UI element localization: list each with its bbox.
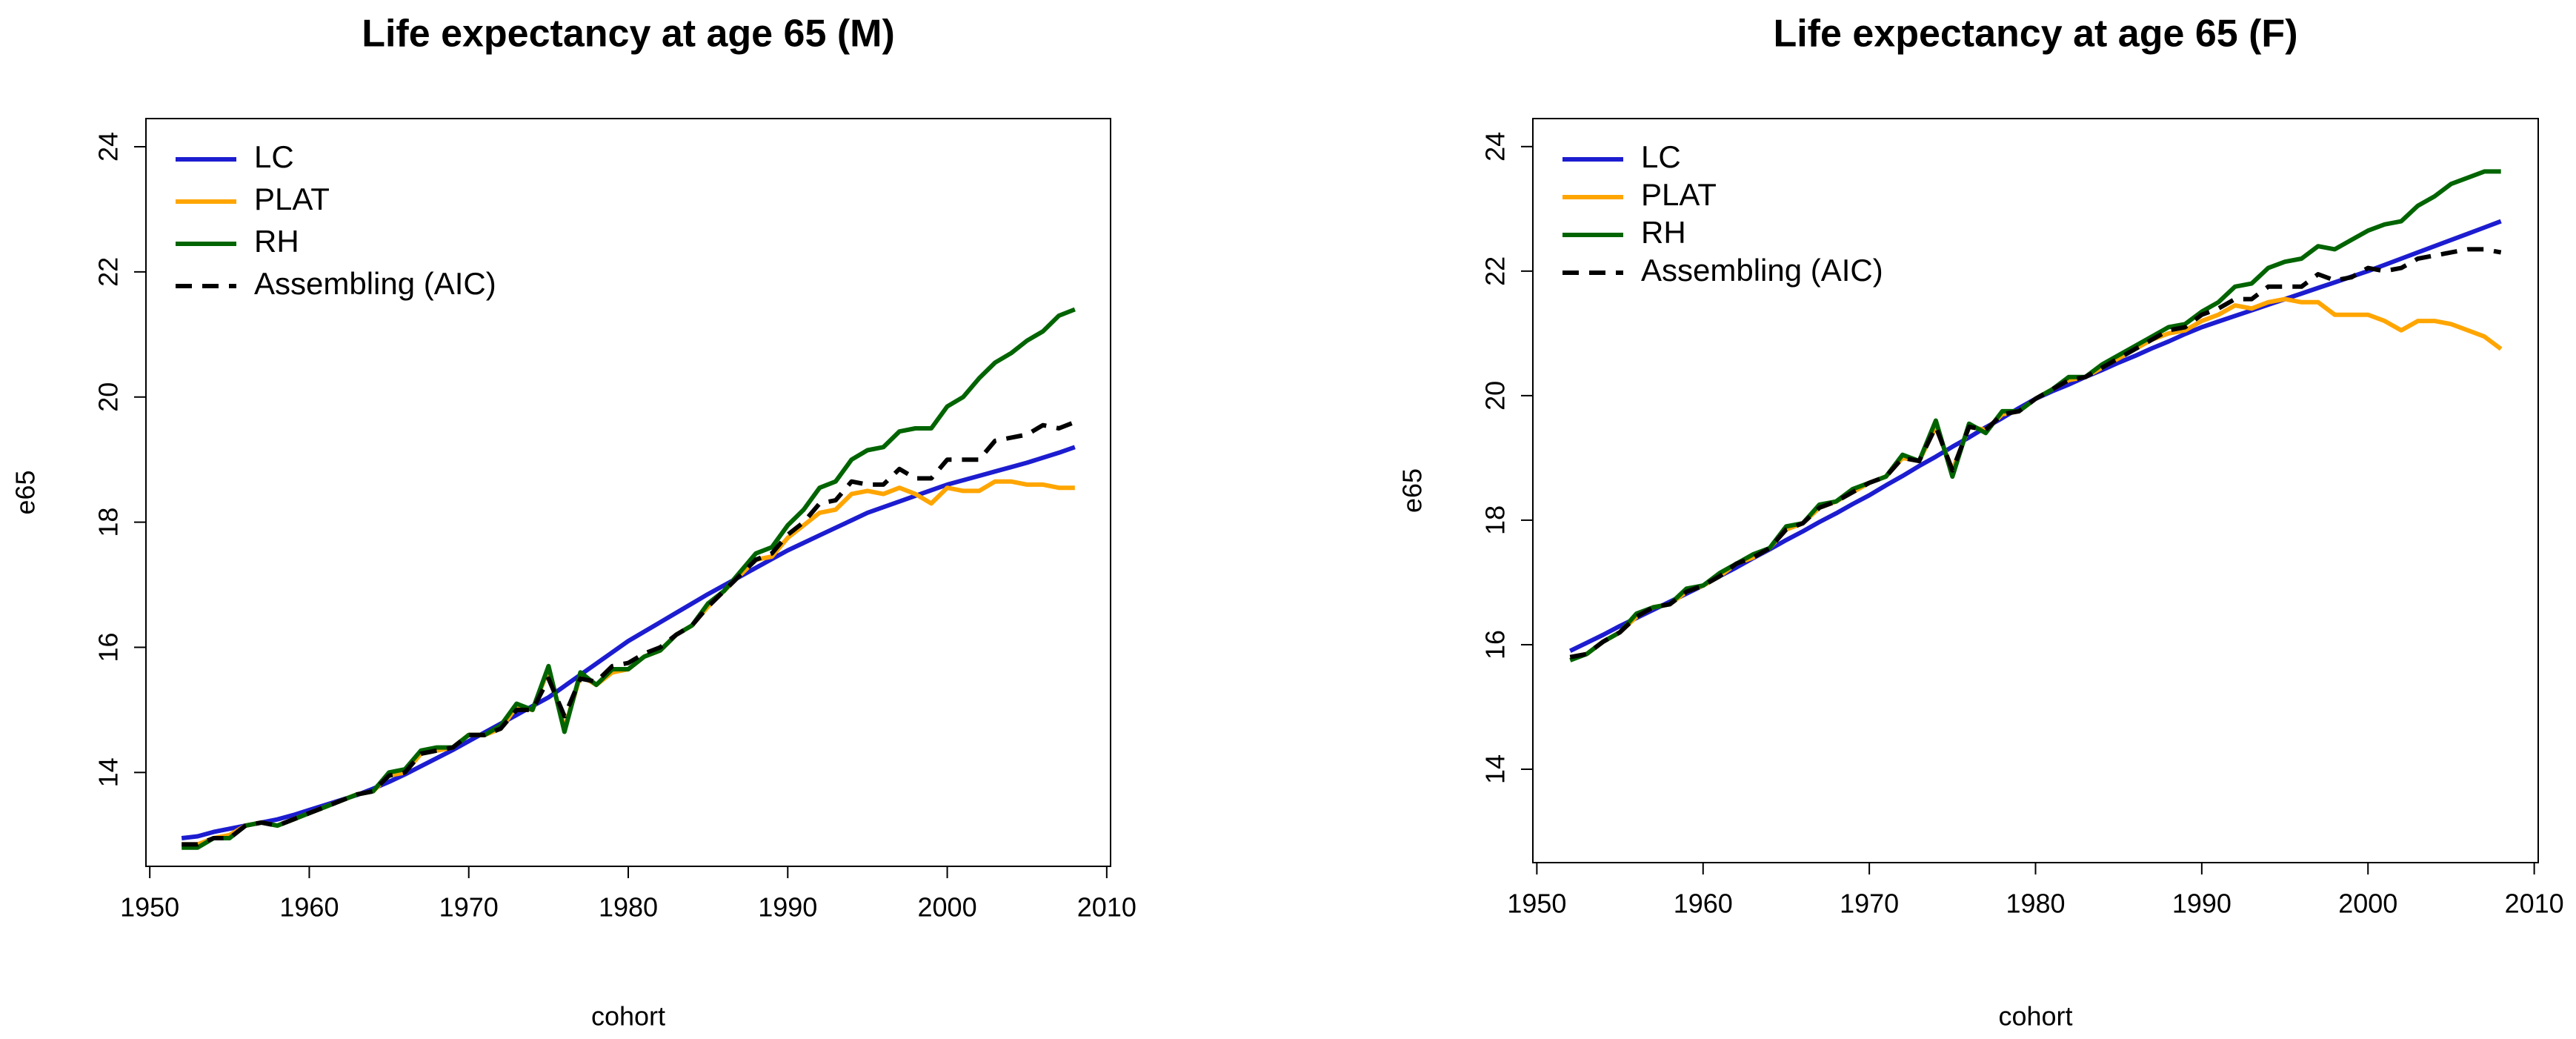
plot-frame <box>1532 118 2539 863</box>
y-tick-label: 22 <box>1480 256 1511 286</box>
y-tick-label: 20 <box>93 382 124 412</box>
y-tick-label: 22 <box>93 257 124 287</box>
x-axis-label: cohort <box>1998 1001 2072 1032</box>
legend-label: PLAT <box>254 182 330 216</box>
x-axis-label: cohort <box>591 1001 665 1032</box>
y-tick-label: 14 <box>93 757 124 787</box>
series-line <box>1569 169 2501 663</box>
y-axis-label: e65 <box>10 470 41 514</box>
x-tick-label: 2010 <box>1077 892 1136 923</box>
x-tick-label: 1950 <box>120 892 179 923</box>
x-tick-label: 1990 <box>758 892 817 923</box>
y-tick-label: 18 <box>1480 505 1511 535</box>
x-tick-label: 1990 <box>2172 889 2231 919</box>
x-tick-label: 1950 <box>1507 889 1566 919</box>
series-line <box>182 419 1076 847</box>
legend-label: LC <box>1641 139 1681 174</box>
x-tick-label: 1970 <box>1840 889 1899 919</box>
legend-label: RH <box>254 224 299 259</box>
legend-label: PLAT <box>1641 177 1717 212</box>
x-tick-label: 1980 <box>599 892 658 923</box>
x-tick-label: 2000 <box>2338 889 2397 919</box>
x-tick-label: 2000 <box>918 892 977 923</box>
legend-label: Assembling (AIC) <box>1641 253 1883 288</box>
y-tick-label: 24 <box>1480 132 1511 162</box>
chart-title: Life expectancy at age 65 (F) <box>1773 13 2297 56</box>
x-tick-label: 1960 <box>1674 889 1733 919</box>
x-tick-label: 1960 <box>279 892 339 923</box>
legend-label: RH <box>1641 215 1686 250</box>
legend-label: Assembling (AIC) <box>254 266 496 301</box>
y-tick-label: 18 <box>93 508 124 537</box>
x-tick-label: 2010 <box>2505 889 2564 919</box>
x-tick-label: 1980 <box>2006 889 2065 919</box>
y-tick-label: 16 <box>93 632 124 662</box>
series-line <box>1569 247 2502 660</box>
y-tick-label: 16 <box>1480 630 1511 660</box>
y-axis-label: e65 <box>1397 468 1428 513</box>
y-tick-label: 14 <box>1480 754 1511 784</box>
series-line <box>1569 296 2503 660</box>
legend-label: LC <box>254 139 294 174</box>
x-tick-label: 1970 <box>439 892 499 923</box>
y-tick-label: 24 <box>93 132 124 162</box>
series-line <box>181 445 1076 840</box>
series-line <box>182 307 1076 850</box>
y-tick-label: 20 <box>1480 381 1511 411</box>
plot-frame <box>145 118 1111 867</box>
chart-title: Life expectancy at age 65 (M) <box>362 13 895 56</box>
